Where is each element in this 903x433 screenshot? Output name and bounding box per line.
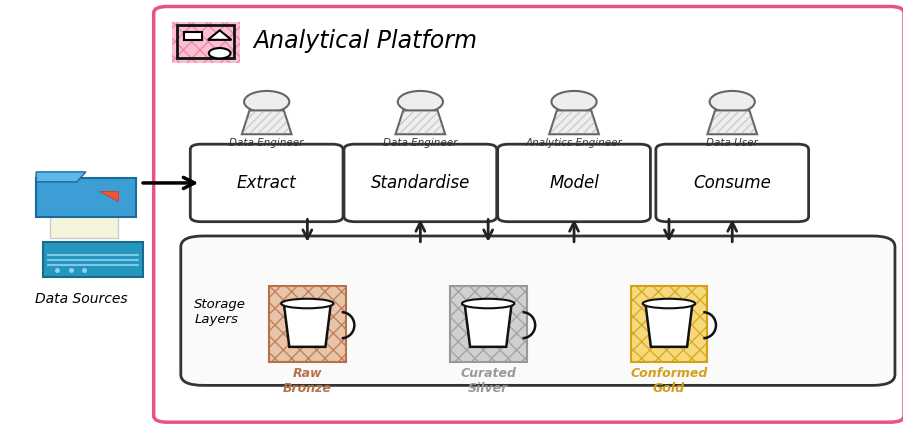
Circle shape	[709, 91, 754, 113]
Text: Conformed
Gold: Conformed Gold	[629, 367, 707, 395]
FancyBboxPatch shape	[656, 144, 808, 222]
Polygon shape	[50, 191, 117, 238]
Circle shape	[551, 91, 596, 113]
Text: Analytics Engineer: Analytics Engineer	[525, 138, 622, 148]
Polygon shape	[241, 110, 291, 134]
Text: Model: Model	[548, 174, 599, 192]
FancyBboxPatch shape	[450, 286, 526, 362]
FancyBboxPatch shape	[497, 144, 650, 222]
Polygon shape	[396, 110, 445, 134]
Ellipse shape	[461, 299, 514, 308]
Circle shape	[244, 91, 289, 113]
Text: Raw
Bronze: Raw Bronze	[283, 367, 331, 395]
Circle shape	[397, 91, 442, 113]
Ellipse shape	[281, 299, 333, 308]
Text: Consume: Consume	[693, 174, 770, 192]
Polygon shape	[645, 304, 692, 347]
Text: Standardise: Standardise	[370, 174, 470, 192]
FancyBboxPatch shape	[190, 144, 343, 222]
Text: Data Sources: Data Sources	[35, 292, 127, 306]
FancyBboxPatch shape	[154, 6, 903, 422]
Text: Extract: Extract	[237, 174, 296, 192]
FancyBboxPatch shape	[181, 236, 894, 385]
Polygon shape	[284, 304, 330, 347]
Text: Data Engineer: Data Engineer	[383, 138, 457, 148]
Polygon shape	[707, 110, 757, 134]
Text: Data Engineer: Data Engineer	[229, 138, 303, 148]
FancyBboxPatch shape	[269, 286, 346, 362]
Text: Data User: Data User	[705, 138, 758, 148]
Text: Curated
Silver: Curated Silver	[460, 367, 516, 395]
FancyBboxPatch shape	[184, 32, 202, 40]
FancyBboxPatch shape	[172, 22, 239, 63]
Polygon shape	[36, 172, 86, 182]
FancyBboxPatch shape	[630, 286, 706, 362]
Ellipse shape	[642, 299, 694, 308]
Polygon shape	[36, 178, 135, 216]
Polygon shape	[99, 191, 117, 201]
Text: Storage
Layers: Storage Layers	[194, 298, 246, 326]
Polygon shape	[549, 110, 598, 134]
FancyBboxPatch shape	[43, 242, 143, 277]
Polygon shape	[464, 304, 511, 347]
Circle shape	[209, 48, 230, 58]
Polygon shape	[208, 30, 231, 40]
Text: Analytical Platform: Analytical Platform	[253, 29, 477, 53]
FancyBboxPatch shape	[344, 144, 497, 222]
